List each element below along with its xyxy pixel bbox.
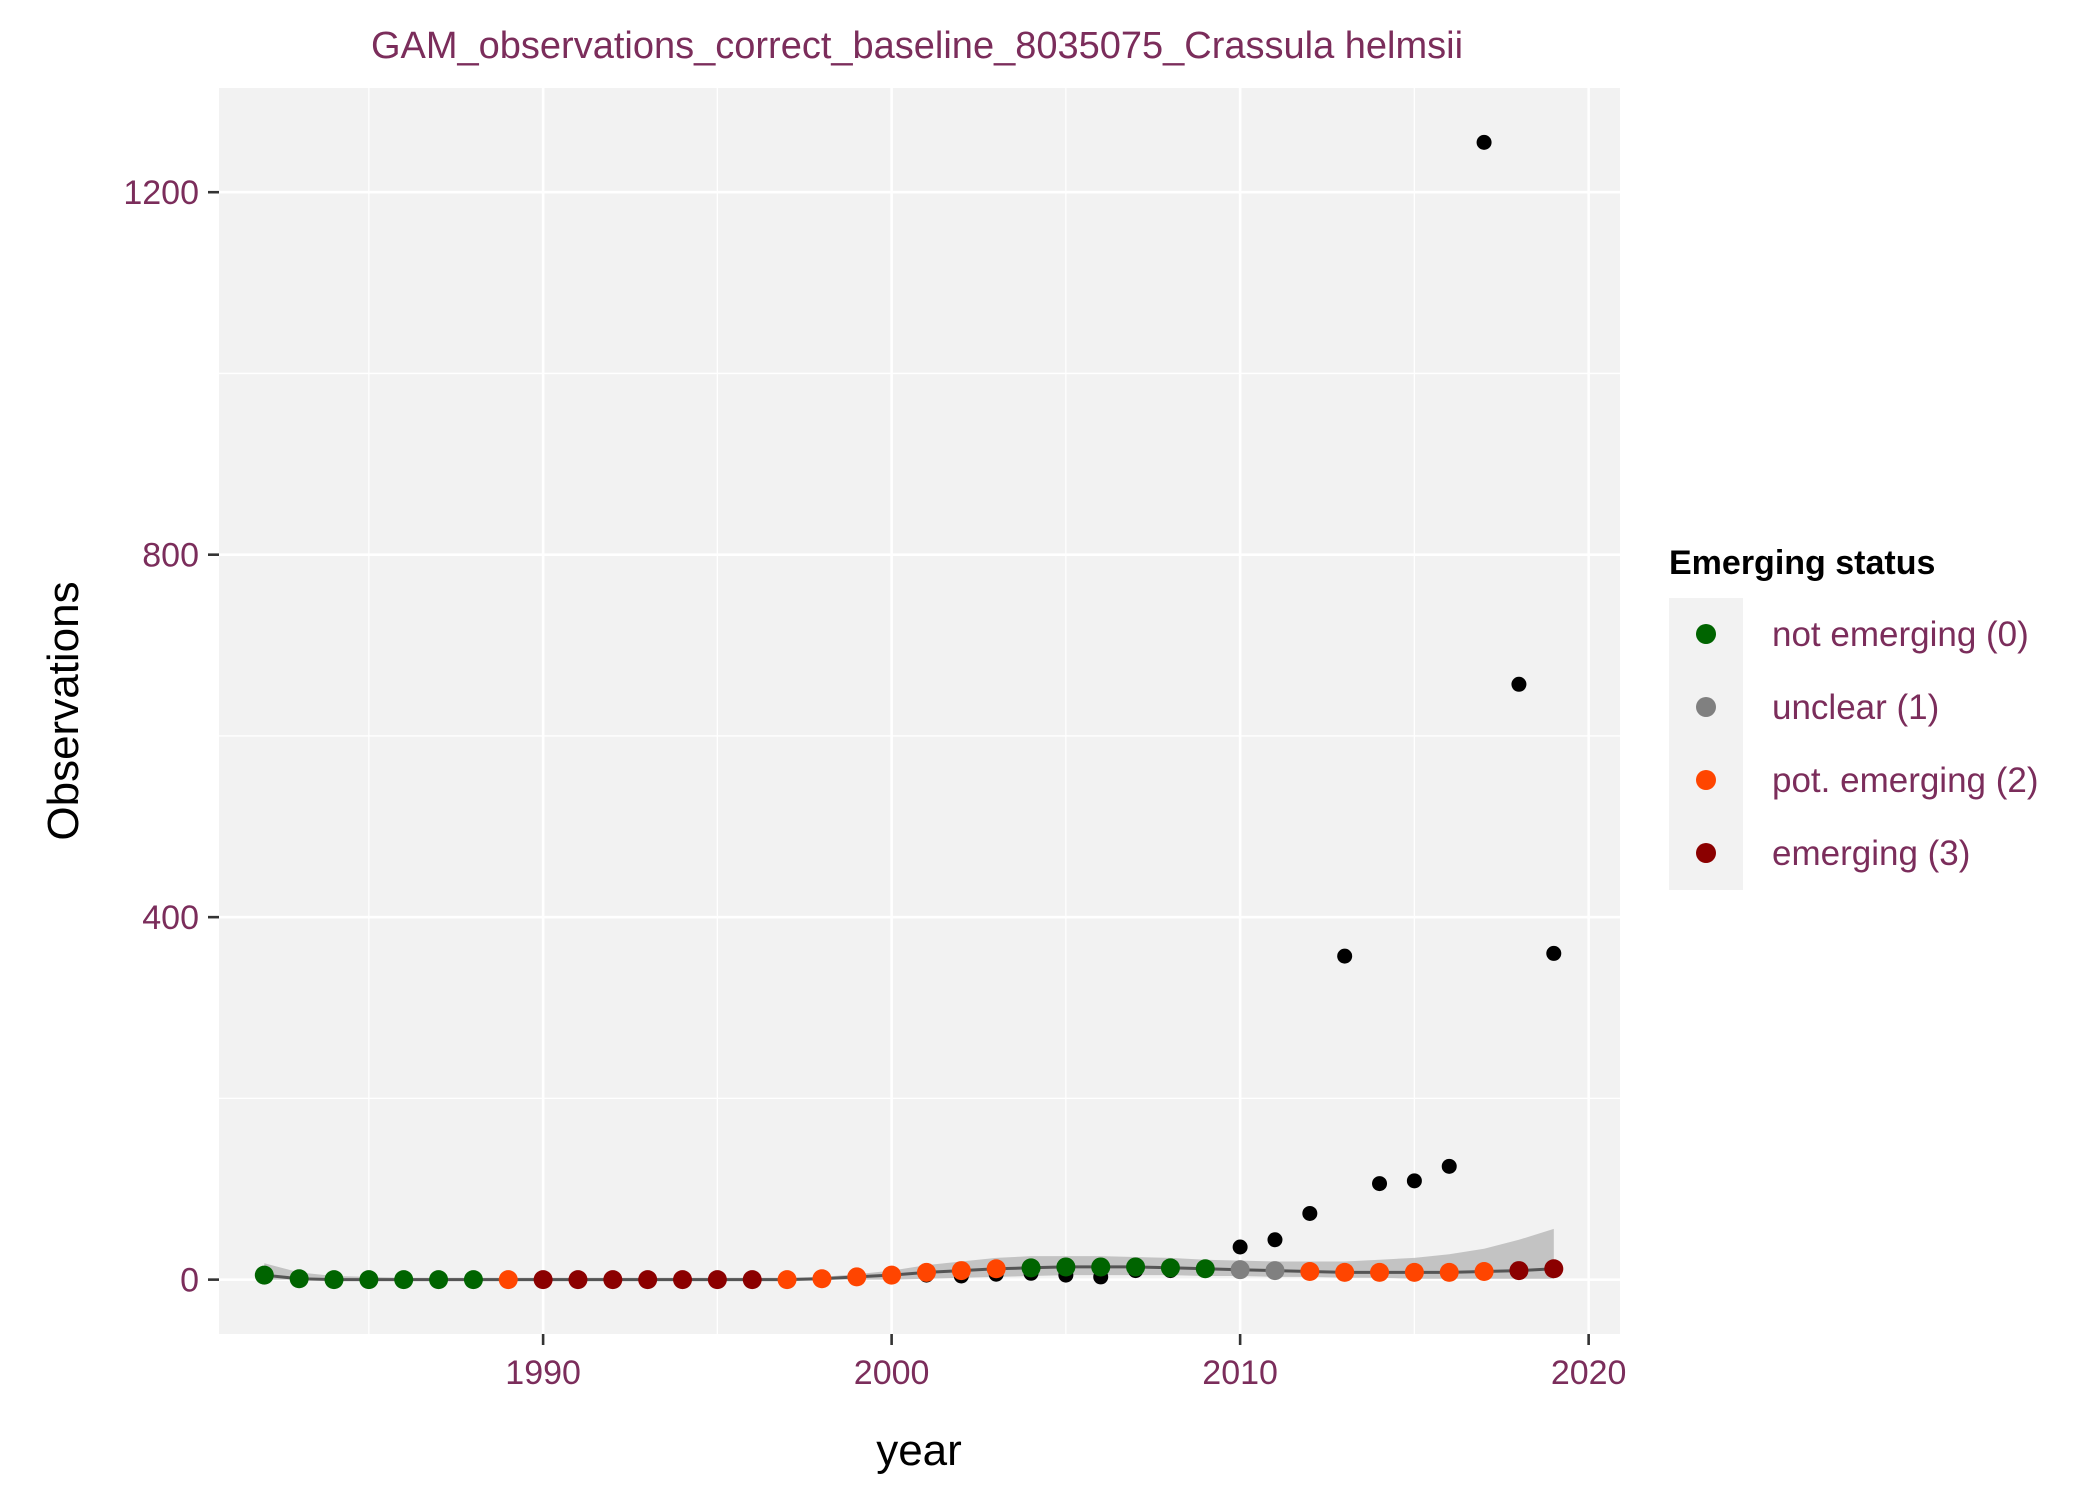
fit-status-point [707, 1270, 727, 1290]
legend-entries: not emerging (0) unclear (1) pot. emerging… [1696, 615, 2039, 873]
observation-point [1511, 676, 1527, 692]
fit-status-point [359, 1270, 379, 1290]
x-tick-label: 2020 [1551, 1354, 1627, 1392]
fit-status-point [1091, 1257, 1111, 1277]
legend-label: emerging (3) [1772, 834, 1970, 873]
legend-key [1696, 843, 1716, 863]
legend-key [1696, 624, 1716, 644]
fit-status-point [777, 1270, 797, 1290]
fit-status-point [289, 1269, 309, 1289]
fit-status-point [1160, 1258, 1180, 1278]
observation-point [1476, 134, 1492, 150]
legend-label: not emerging (0) [1772, 615, 2029, 654]
y-axis-title: Observations [39, 581, 88, 840]
fit-status-point [394, 1270, 414, 1290]
fit-status-point [1370, 1262, 1390, 1282]
fit-status-point [429, 1270, 449, 1290]
fit-status-point [463, 1270, 483, 1290]
legend-label: pot. emerging (2) [1772, 761, 2039, 800]
fit-status-point [254, 1265, 274, 1285]
fit-status-point [533, 1270, 553, 1290]
y-tick-label: 800 [142, 537, 199, 575]
fit-status-point [1509, 1261, 1529, 1281]
fit-status-point [324, 1270, 344, 1290]
observation-point [1546, 945, 1562, 961]
fit-status-point [812, 1269, 832, 1289]
legend-keys-background [1669, 598, 1743, 890]
observation-point [1441, 1158, 1457, 1174]
legend-title: Emerging status [1669, 544, 1935, 582]
fit-status-point [1404, 1262, 1424, 1282]
fit-status-point [916, 1262, 936, 1282]
legend-label: unclear (1) [1772, 688, 1939, 727]
fit-status-point [603, 1270, 623, 1290]
fit-status-point [498, 1270, 518, 1290]
major-gridlines [219, 88, 1620, 1334]
x-axis: 1990 2000 2010 2020 [505, 1334, 1626, 1392]
fit-status-point [1439, 1262, 1459, 1282]
y-tick-label: 400 [142, 899, 199, 937]
observation-point [1232, 1239, 1248, 1255]
fit-status-point [742, 1270, 762, 1290]
x-axis-title: year [876, 1426, 962, 1475]
fit-status-point [1544, 1259, 1564, 1279]
observation-point [1302, 1205, 1318, 1221]
plot-panel [219, 88, 1620, 1334]
fit-status-point [1335, 1262, 1355, 1282]
fit-status-points [254, 1257, 1564, 1290]
observation-point [1406, 1173, 1422, 1189]
fit-status-point [638, 1270, 658, 1290]
x-tick-label: 1990 [505, 1354, 581, 1392]
x-tick-label: 2010 [1202, 1354, 1278, 1392]
fit-status-point [1195, 1259, 1215, 1279]
fit-status-point [1265, 1261, 1285, 1281]
fit-status-point [673, 1270, 693, 1290]
observation-point [1267, 1232, 1283, 1248]
fit-status-point [568, 1270, 588, 1290]
observation-point [1372, 1176, 1388, 1192]
y-axis: 0 400 800 1200 [123, 174, 219, 1300]
fit-status-point [1126, 1257, 1146, 1277]
chart-title: GAM_observations_correct_baseline_803507… [371, 25, 1463, 67]
x-tick-label: 2000 [854, 1354, 930, 1392]
legend-key [1696, 770, 1716, 790]
fit-status-point [1474, 1261, 1494, 1281]
legend: Emerging status not emerging (0) unclear … [1669, 544, 2039, 890]
fit-status-point [951, 1261, 971, 1281]
observation-point [1337, 948, 1353, 964]
y-tick-label: 1200 [123, 174, 199, 212]
fit-status-point [1300, 1261, 1320, 1281]
y-tick-label: 0 [180, 1262, 199, 1300]
fit-status-point [1056, 1257, 1076, 1277]
fit-status-point [847, 1267, 867, 1287]
fit-status-point [986, 1259, 1006, 1279]
legend-key [1696, 697, 1716, 717]
fit-status-point [1021, 1258, 1041, 1278]
fit-status-point [882, 1265, 902, 1285]
fit-status-point [1230, 1260, 1250, 1280]
minor-gridlines [219, 88, 1620, 1334]
